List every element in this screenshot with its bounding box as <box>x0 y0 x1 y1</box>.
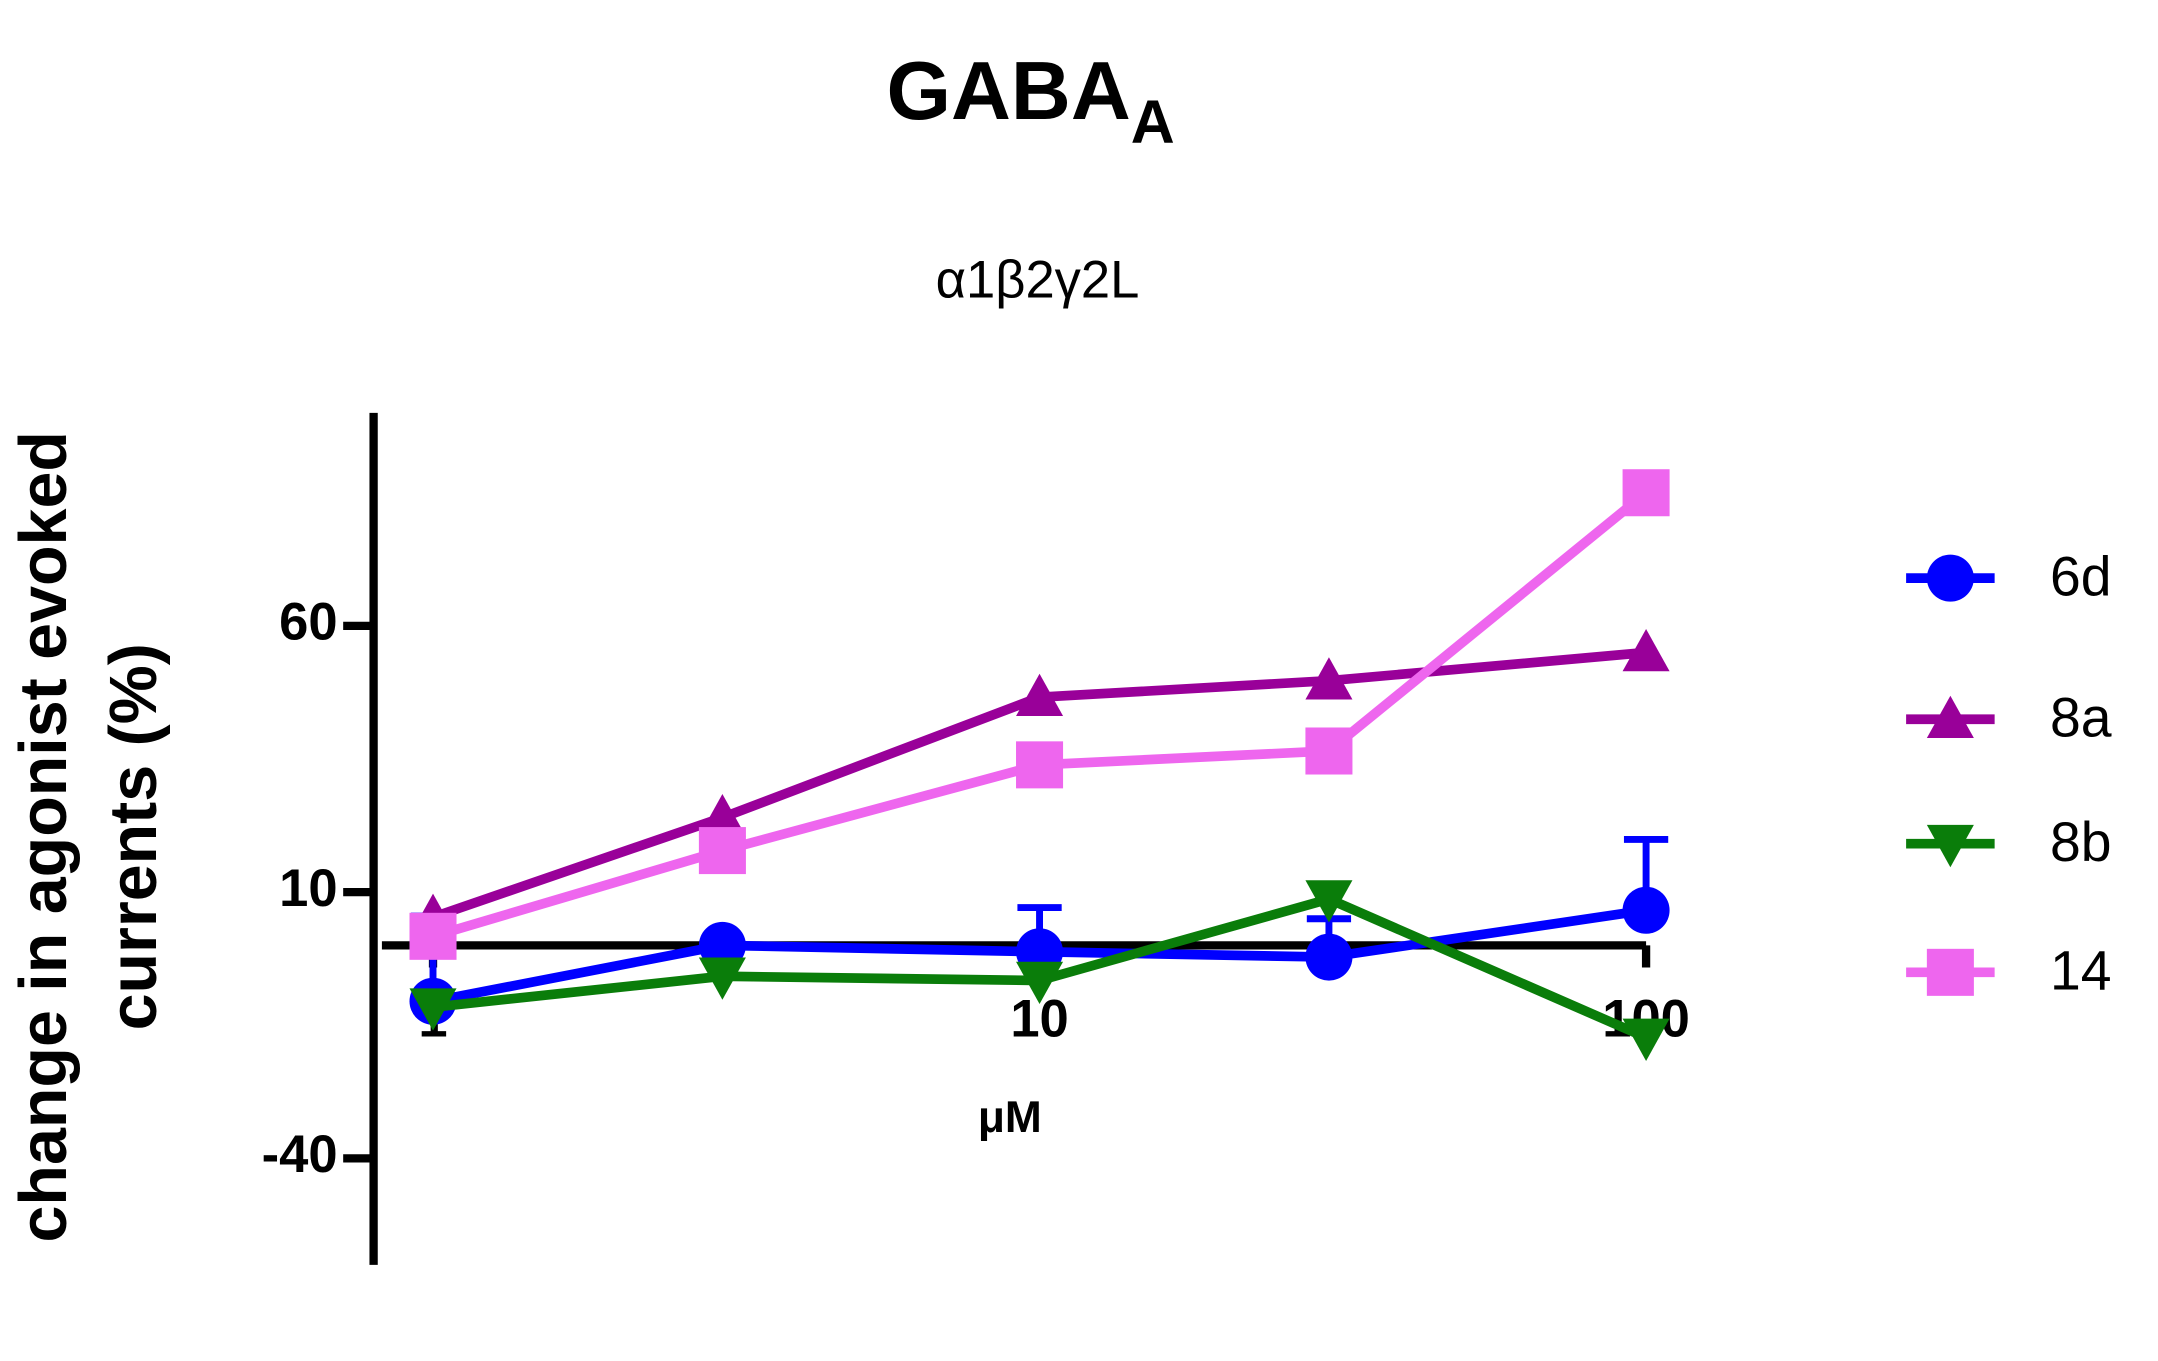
chart-subtitle: α1β2γ2L <box>936 250 1140 309</box>
point <box>698 921 746 969</box>
series <box>409 628 1670 936</box>
legend: 6d 8a 8b 14 <box>1906 546 2112 1002</box>
point <box>698 794 746 837</box>
point <box>1305 933 1353 981</box>
legend-label: 8a <box>2050 687 2112 749</box>
point <box>1305 880 1353 923</box>
point <box>1622 469 1670 517</box>
title-subscript: A <box>1131 88 1175 156</box>
point <box>1305 727 1353 775</box>
legend-label: 14 <box>2050 940 2112 1002</box>
point <box>1622 886 1670 934</box>
point <box>409 912 457 960</box>
point <box>1622 1018 1670 1062</box>
y-axis-label-line: change in agonist evoked <box>7 431 81 1242</box>
y-tick-label: 60 <box>279 593 337 652</box>
point <box>1016 673 1064 717</box>
y-axis-label: change in agonist evoked currents (%) <box>7 431 171 1242</box>
legend-marker <box>1926 554 1974 602</box>
point <box>409 988 457 1031</box>
legend-marker <box>1926 948 1974 996</box>
y-tick-label: 10 <box>279 859 337 918</box>
x-axis-label: μM <box>978 1093 1042 1142</box>
point <box>698 957 746 1000</box>
series <box>409 469 1670 960</box>
point <box>698 827 746 875</box>
title-main: GABA <box>886 44 1130 137</box>
point <box>1016 741 1064 789</box>
legend-label: 6d <box>2050 546 2112 608</box>
legend-marker <box>1926 824 1974 868</box>
point <box>1622 628 1670 672</box>
legend-label: 8b <box>2050 811 2112 873</box>
chart-title: GABAA <box>886 44 1174 157</box>
y-axis-label-line: currents (%) <box>97 643 171 1030</box>
point <box>1305 657 1353 700</box>
series <box>409 880 1670 1062</box>
point <box>1016 961 1064 1005</box>
y-tick-label: -40 <box>262 1125 338 1184</box>
legend-marker <box>1926 695 1974 739</box>
